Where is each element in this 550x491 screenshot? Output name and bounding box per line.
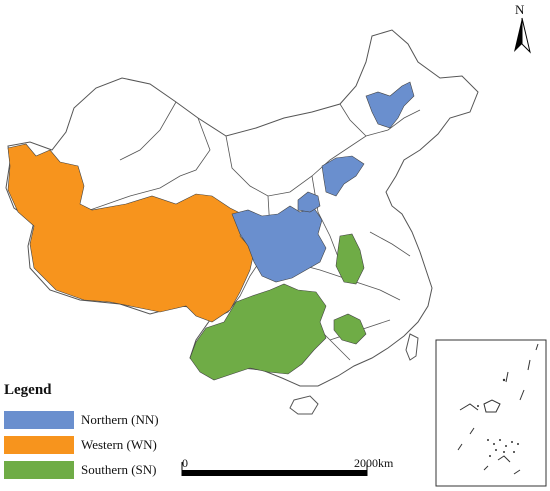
legend-title: Legend [4,382,52,398]
region-northern [321,155,365,197]
region-northern [297,191,321,213]
scale-start-label: 0 [182,456,188,470]
region-northern [365,81,415,129]
scale-bar [181,462,368,476]
legend-swatch-northern [4,411,74,429]
legend-label-western: Western (WN) [81,437,157,452]
legend-swatch-western [4,436,74,454]
inset-islands [457,343,539,475]
north-arrow-icon [514,17,531,54]
legend-swatch-southern [4,461,74,479]
scale-end-label: 2000km [354,456,394,470]
legend-label-northern: Northern (NN) [81,412,159,427]
region-northern [231,205,327,283]
inset-map-frame [435,339,547,487]
region-southern [189,283,327,381]
region-southern [335,233,365,285]
north-label: N [515,2,525,17]
region-southern [333,313,367,345]
taiwan-island [405,333,419,361]
hainan-island [289,395,319,415]
inset-dots [477,378,519,457]
region-western [7,143,255,323]
legend-label-southern: Southern (SN) [81,462,157,477]
